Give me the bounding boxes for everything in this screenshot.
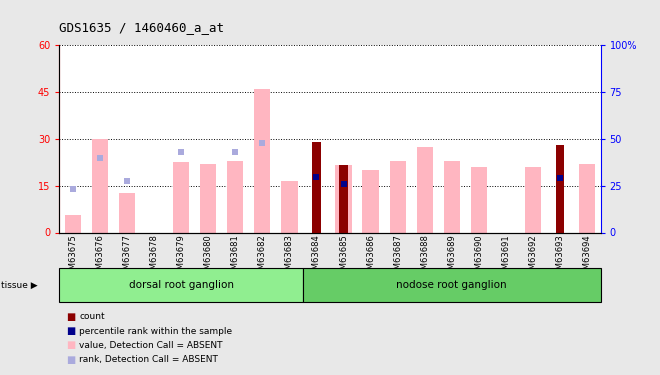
Bar: [92, 139, 108, 232]
Bar: [173, 162, 189, 232]
Text: ■: ■: [66, 326, 75, 336]
Text: ■: ■: [66, 340, 75, 350]
Bar: [444, 160, 460, 232]
Text: nodose root ganglion: nodose root ganglion: [397, 280, 507, 290]
Bar: [65, 215, 81, 232]
Bar: [312, 142, 321, 232]
Bar: [416, 147, 433, 232]
Text: value, Detection Call = ABSENT: value, Detection Call = ABSENT: [79, 341, 222, 350]
Bar: [556, 145, 564, 232]
Bar: [525, 167, 541, 232]
Text: dorsal root ganglion: dorsal root ganglion: [129, 280, 234, 290]
Text: rank, Detection Call = ABSENT: rank, Detection Call = ABSENT: [79, 355, 218, 364]
Bar: [59, 268, 303, 302]
Bar: [389, 160, 406, 232]
Bar: [471, 167, 487, 232]
Bar: [227, 160, 244, 232]
Text: count: count: [79, 312, 105, 321]
Bar: [281, 181, 298, 232]
Bar: [119, 194, 135, 232]
Bar: [362, 170, 379, 232]
Bar: [303, 268, 601, 302]
Text: percentile rank within the sample: percentile rank within the sample: [79, 327, 232, 336]
Bar: [200, 164, 216, 232]
Text: ■: ■: [66, 355, 75, 364]
Text: ■: ■: [66, 312, 75, 322]
Text: GDS1635 / 1460460_a_at: GDS1635 / 1460460_a_at: [59, 21, 224, 34]
Bar: [339, 165, 348, 232]
Text: tissue ▶: tissue ▶: [1, 280, 37, 290]
Bar: [254, 89, 271, 232]
Bar: [335, 165, 352, 232]
Bar: [579, 164, 595, 232]
